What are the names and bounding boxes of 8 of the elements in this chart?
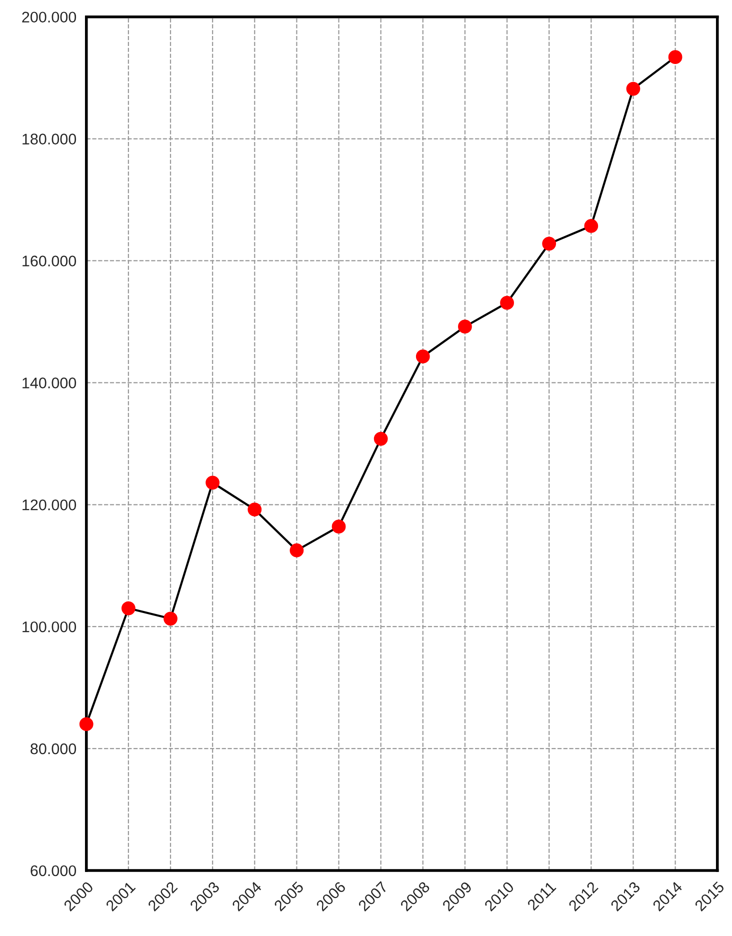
- y-tick-label: 200.000: [22, 12, 76, 23]
- y-tick-label: 60.000: [30, 865, 76, 876]
- y-tick-label: 120.000: [22, 500, 76, 510]
- y-tick-label: 80.000: [30, 743, 76, 754]
- y-tick-label: 140.000: [22, 378, 76, 388]
- y-tick-label: 180.000: [22, 134, 76, 144]
- y-tick-label: 160.000: [22, 256, 76, 266]
- y-tick-label: 100.000: [22, 621, 76, 632]
